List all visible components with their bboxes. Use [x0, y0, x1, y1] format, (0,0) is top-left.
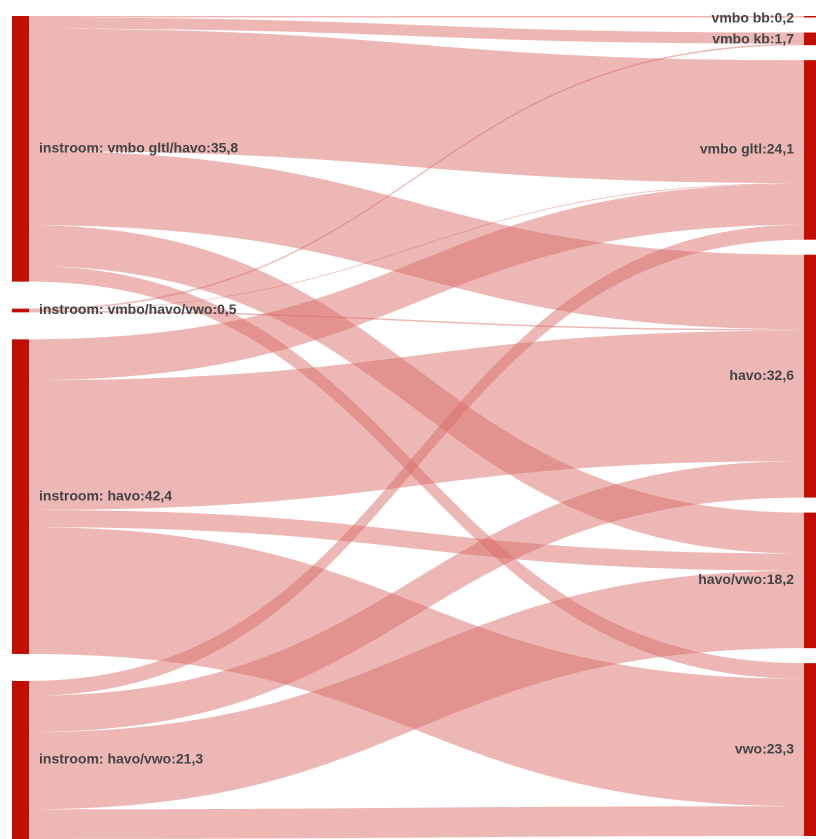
source-node-bar-havo [12, 339, 29, 654]
target-label-havo: havo:32,6 [729, 367, 794, 383]
flow-link-vmbo-to-gltl [29, 28, 804, 184]
flow-links [29, 16, 804, 839]
flow-link-hv-to-hv [29, 570, 804, 810]
flow-link-hv-to-gltl [29, 224, 804, 696]
source-node-bar-vmbohv [12, 308, 29, 313]
flow-link-havo-to-havo [29, 330, 804, 511]
target-label-gltl: vmbo gltl:24,1 [700, 141, 794, 157]
source-node-bar-vmbo [12, 16, 29, 282]
target-node-bar-bb [804, 16, 816, 18]
source-label-havo: instroom: havo:42,4 [39, 487, 172, 503]
source-label-hv: instroom: havo/vwo:21,3 [39, 751, 203, 767]
flow-link-vmbohv-to-havo [29, 310, 804, 331]
flow-link-vmbo-to-kb [29, 17, 804, 44]
source-label-vmbo: instroom: vmbo gltl/havo:35,8 [39, 140, 238, 156]
target-node-bar-hv [804, 512, 816, 649]
target-label-vwo: vwo:23,3 [735, 740, 794, 756]
node-bars [12, 16, 816, 839]
target-label-bb: vmbo bb:0,2 [712, 10, 795, 26]
node-labels: instroom: vmbo gltl/havo:35,8 instroom: v… [39, 10, 794, 767]
flow-link-hv-to-havo [29, 461, 804, 733]
source-label-vmbohv: instroom: vmbo/havo/vwo:0,5 [39, 301, 237, 317]
flow-link-havo-to-hv [29, 510, 804, 571]
flow-link-havo-to-gltl [29, 183, 804, 381]
flow-link-vmbohv-to-gltl [29, 183, 804, 311]
target-node-bar-vwo [804, 663, 816, 836]
flow-link-hv-to-vwo [29, 806, 804, 839]
target-label-hv: havo/vwo:18,2 [698, 571, 794, 587]
target-label-kb: vmbo kb:1,7 [712, 31, 794, 47]
target-node-bar-gltl [804, 60, 816, 240]
flow-link-vmbo-to-bb [29, 16, 804, 18]
target-node-bar-kb [804, 32, 816, 46]
source-node-bar-hv [12, 680, 29, 839]
target-node-bar-havo [804, 254, 816, 498]
flow-link-vmbohv-to-kb [29, 43, 804, 311]
